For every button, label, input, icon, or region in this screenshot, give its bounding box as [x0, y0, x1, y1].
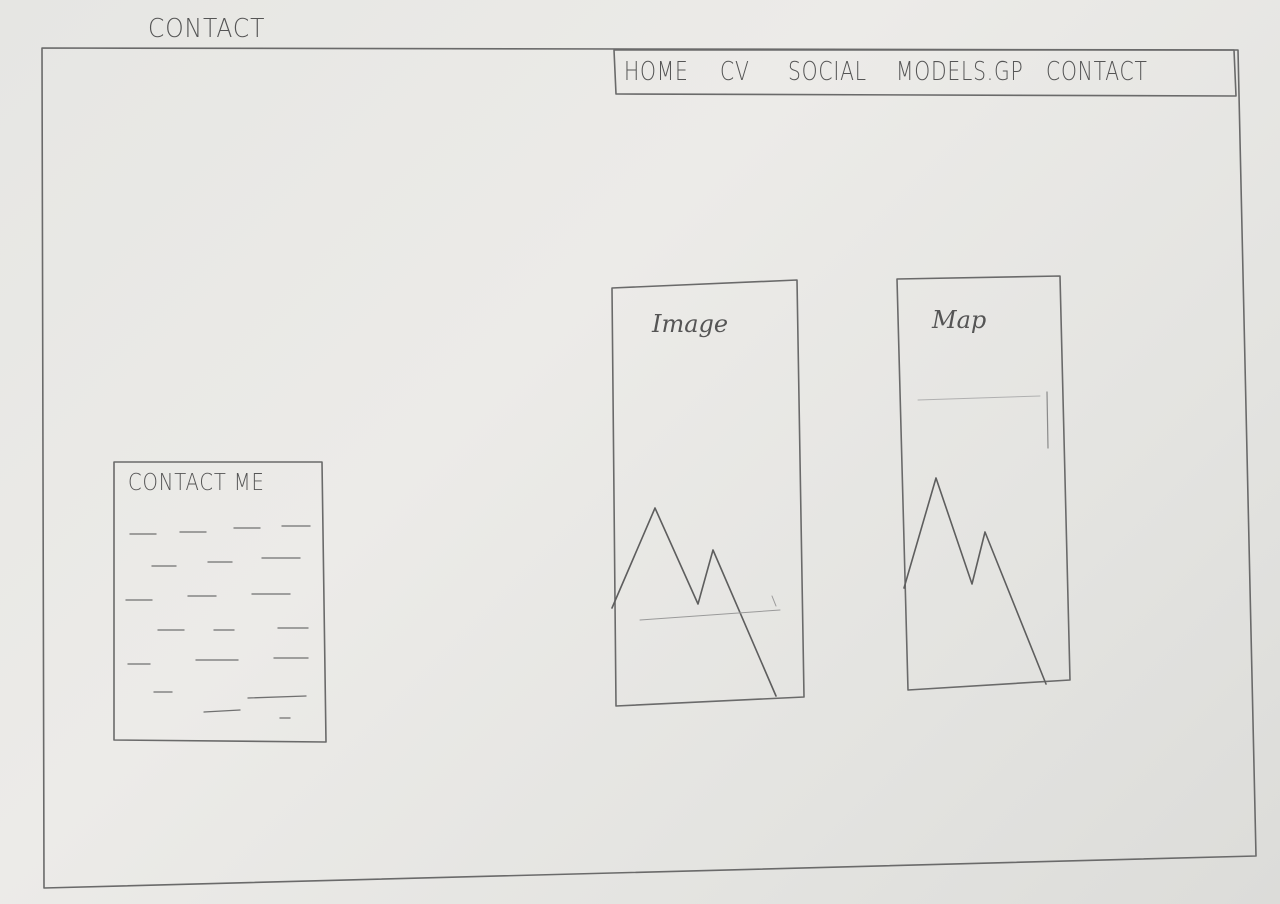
nav-item-home[interactable]: HOME	[624, 57, 689, 87]
map-card-label: Map	[932, 306, 987, 334]
nav-item-models[interactable]: MODELS.GP	[896, 57, 1024, 87]
image-card-label: Image	[652, 310, 729, 338]
contact-heading: CONTACT ME	[128, 470, 265, 496]
image-card-outline	[611, 279, 805, 707]
nav-item-social[interactable]: SOCIAL	[788, 57, 867, 87]
nav-item-cv[interactable]: CV	[720, 57, 750, 87]
image-placeholder-mountains	[611, 507, 781, 697]
nav-item-contact[interactable]: CONTACT	[1046, 57, 1148, 87]
page-title: CONTACT	[148, 14, 266, 44]
top-nav: HOME CV SOCIAL MODELS.GP CONTACT	[616, 49, 1236, 95]
contact-form: CONTACT ME	[114, 462, 326, 742]
map-card-outline	[896, 275, 1071, 691]
map-placeholder-mountains	[903, 391, 1049, 685]
